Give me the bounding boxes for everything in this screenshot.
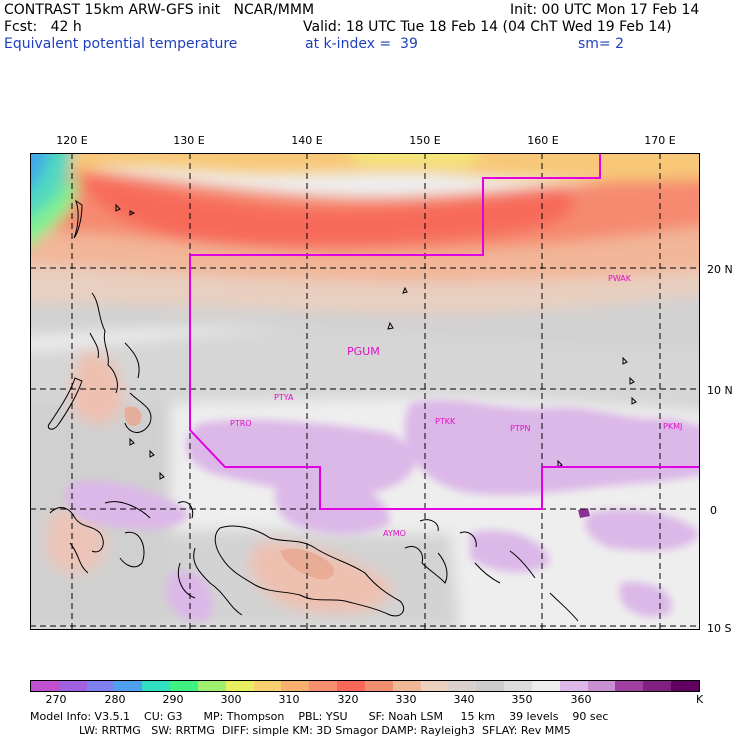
legend-swatch [58, 681, 87, 691]
purple-low-theta [65, 400, 700, 622]
model-info-line1: Model Info: V3.5.1 CU: G3 MP: Thompson P… [30, 710, 609, 723]
init-time: Init: 00 UTC Mon 17 Feb 14 [510, 2, 700, 18]
legend-swatch [420, 681, 449, 691]
legend-tick: 310 [278, 693, 300, 706]
station-pwak: PWAK [608, 274, 632, 283]
station-pkmj: PKMJ [663, 422, 682, 431]
legend-swatch [197, 681, 226, 691]
lat-label: 10 N [707, 384, 733, 397]
legend-swatch [364, 681, 393, 691]
station-ptya: PTYA [274, 393, 294, 402]
station-ptpn: PTPN [510, 424, 531, 433]
coastlines [47, 199, 637, 622]
station-labels: PWAK PGUM PTYA PTRO PTKK PTPN PKMJ AYMO [230, 274, 682, 538]
legend-swatch [170, 681, 198, 691]
legend-swatch [114, 681, 143, 691]
lat-label: 20 N [707, 263, 733, 276]
legend-tick: 280 [104, 693, 126, 706]
legend-swatch [392, 681, 421, 691]
station-ptkk: PTKK [435, 417, 456, 426]
lon-label: 150 E [409, 134, 441, 147]
legend-swatch [671, 681, 699, 691]
legend-swatch [476, 681, 505, 691]
legend-tick: 290 [162, 693, 184, 706]
legend-tick: 340 [453, 693, 475, 706]
legend-swatch [31, 681, 59, 691]
lat-label: 0 [710, 504, 717, 517]
legend-swatch [587, 681, 616, 691]
lon-label: 170 E [644, 134, 676, 147]
forecast-hour: Fcst: 42 h [4, 19, 82, 35]
legend-tick: 360 [570, 693, 592, 706]
legend-tick: 300 [220, 693, 242, 706]
legend-swatch [504, 681, 532, 691]
station-aymo: AYMO [383, 529, 406, 538]
valid-time: Valid: 18 UTC Tue 18 Feb 14 (04 ChT Wed … [303, 19, 672, 35]
legend-swatch [281, 681, 310, 691]
legend-tick: 350 [511, 693, 533, 706]
map-frame [30, 153, 700, 630]
legend-swatch [309, 681, 338, 691]
lon-label: 120 E [56, 134, 88, 147]
legend-tick: 270 [45, 693, 67, 706]
level-info: at k-index = 39 [305, 36, 418, 52]
legend-swatch [531, 681, 560, 691]
field-name: Equivalent potential temperature [4, 36, 238, 52]
station-pgum: PGUM [347, 345, 380, 358]
legend-swatch [643, 681, 672, 691]
lon-label: 130 E [173, 134, 205, 147]
model-title: CONTRAST 15km ARW-GFS init NCAR/MMM [4, 2, 315, 18]
legend-swatch [615, 681, 644, 691]
legend-swatch [448, 681, 477, 691]
theta-e-map: PWAK PGUM PTYA PTRO PTKK PTPN PKMJ AYMO [30, 153, 700, 630]
lon-label: 140 E [291, 134, 323, 147]
legend-swatch [253, 681, 282, 691]
lon-label: 160 E [527, 134, 559, 147]
legend-swatch [86, 681, 115, 691]
region-boundary [189, 153, 700, 510]
legend-swatch [142, 681, 171, 691]
legend-unit: K [696, 693, 704, 706]
station-ptro: PTRO [230, 419, 252, 428]
lat-label: 10 S [707, 622, 732, 635]
model-info-line2: LW: RRTMG SW: RRTMG DIFF: simple KM: 3D … [30, 724, 571, 737]
legend-tick: 320 [337, 693, 359, 706]
legend-swatch [337, 681, 365, 691]
smoothing-info: sm= 2 [578, 36, 625, 52]
legend-swatch [559, 681, 588, 691]
legend-tick: 330 [395, 693, 417, 706]
color-legend [30, 680, 700, 692]
legend-swatch [225, 681, 254, 691]
